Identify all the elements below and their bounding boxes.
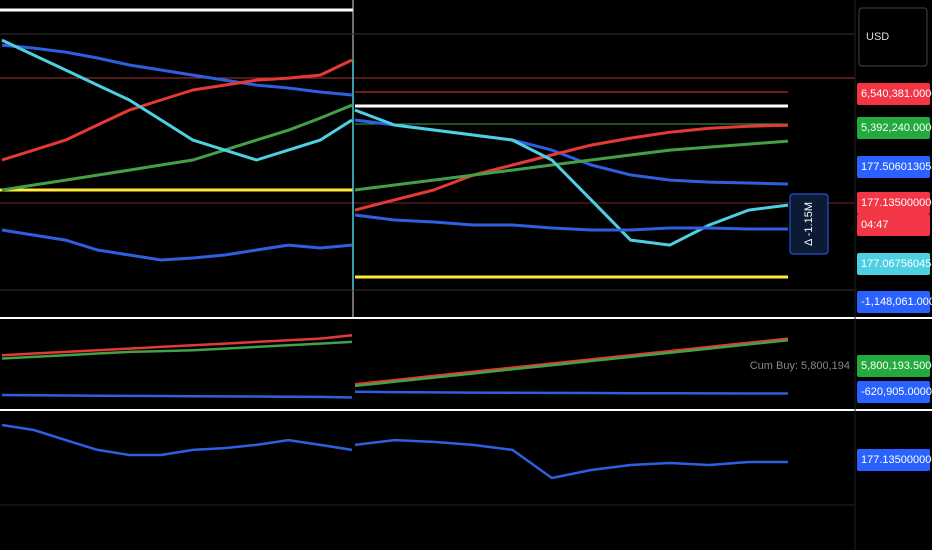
indicator-line <box>1 334 789 386</box>
price-label: 6,540,381.000000000 <box>861 88 932 100</box>
price-label: 177.0675604581 <box>861 258 932 270</box>
price-badge <box>857 449 930 471</box>
price-badge <box>857 156 930 178</box>
price-label: 177.1350000000 <box>861 197 932 209</box>
price-badge <box>857 117 930 139</box>
delta-badge <box>789 193 829 255</box>
currency-button[interactable] <box>858 7 928 67</box>
price-label: -620,905.000000000 <box>861 386 932 398</box>
countdown-badge <box>857 214 930 236</box>
indicator-line <box>1 38 789 247</box>
delta-label: Δ -1.15M <box>803 202 815 246</box>
indicator-line <box>1 103 789 192</box>
price-badge <box>857 355 930 377</box>
countdown: 04:47 <box>861 219 889 231</box>
price-label: 177.5060130516 <box>861 161 932 173</box>
price-label: 5,800,193.500000000 <box>861 360 932 372</box>
indicator-line <box>1 423 788 480</box>
price-badge <box>857 381 930 403</box>
price-badge <box>857 291 930 313</box>
price-badge <box>857 83 930 105</box>
currency[interactable]: USD <box>866 31 889 43</box>
price-label: -1,148,061.000000000 <box>861 296 932 308</box>
price-label: 5,392,240.000000000 <box>861 122 932 134</box>
price-badge <box>857 253 930 275</box>
indicator-line <box>1 339 789 388</box>
indicator-line <box>1 390 788 399</box>
price-label: 177.1350000000 <box>861 454 932 466</box>
cum-buy-label: Cum Buy: 5,800,194 <box>750 360 850 372</box>
indicator-line <box>1 213 788 262</box>
indicator-line <box>1 58 789 212</box>
price-badge <box>857 192 930 214</box>
